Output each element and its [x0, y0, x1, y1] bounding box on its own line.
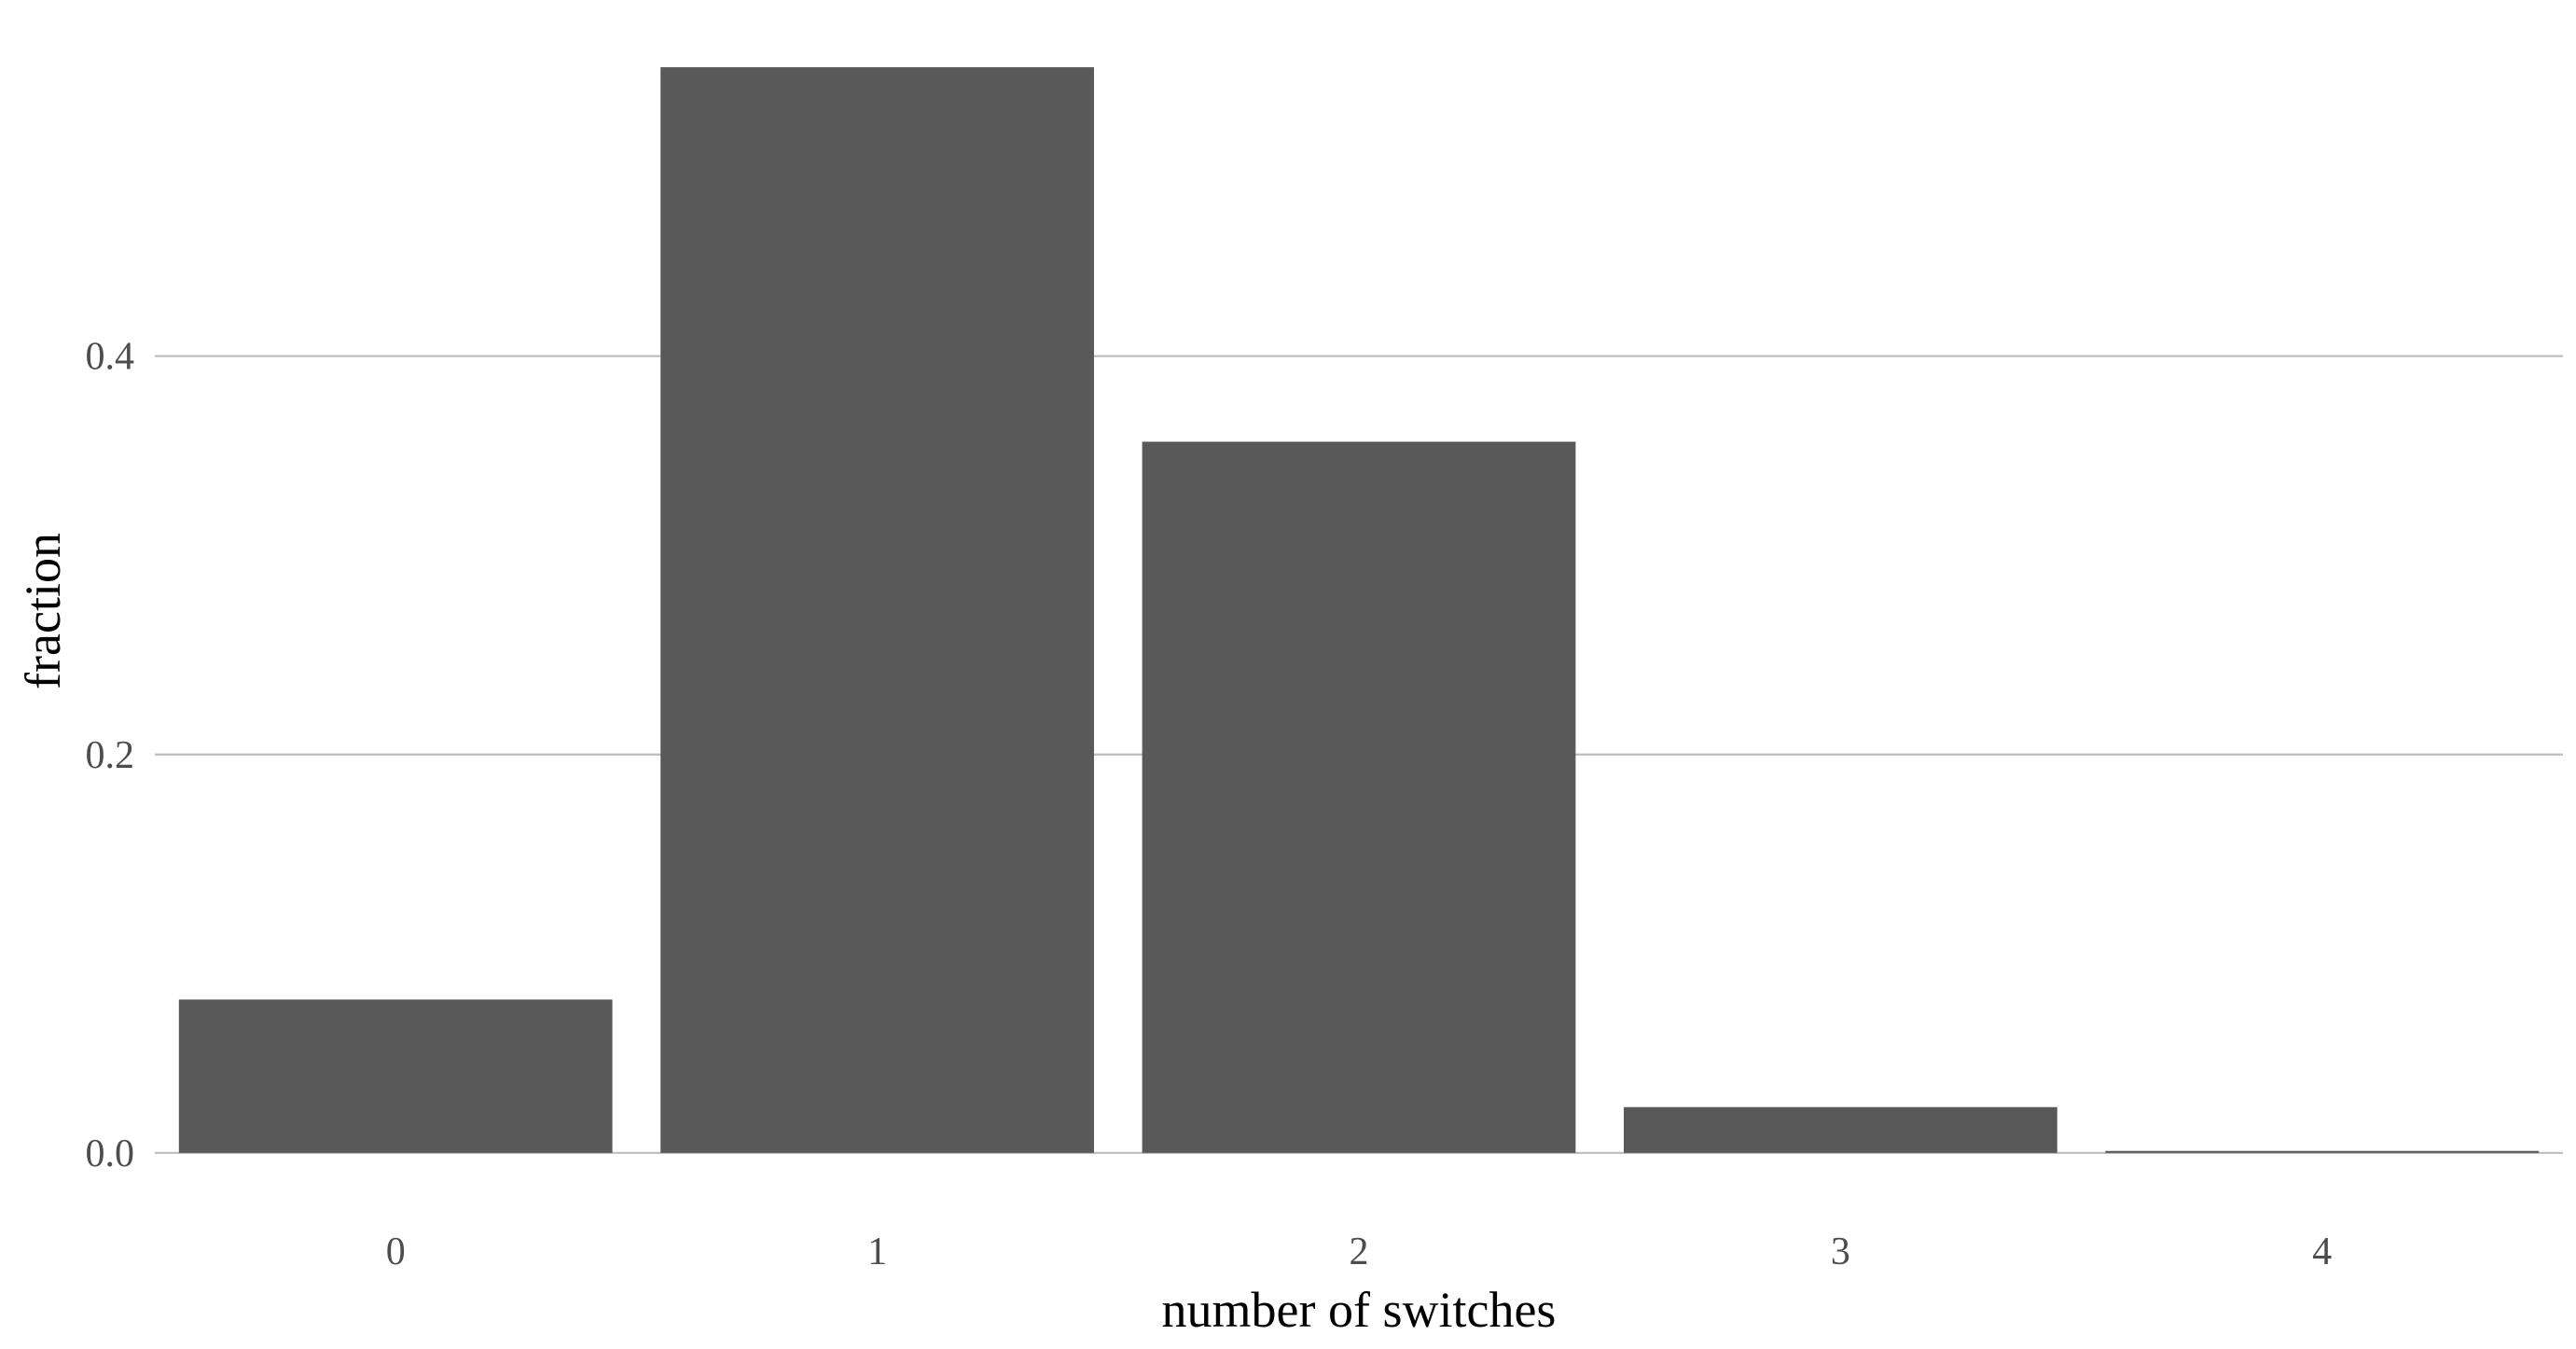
y-tick-label: 0.0	[86, 1133, 135, 1175]
y-tick-label: 0.2	[86, 734, 135, 777]
x-tick-label: 4	[2312, 1231, 2332, 1273]
y-axis-ticks: 0.0 0.2 0.4	[86, 336, 135, 1175]
bar	[1142, 441, 1576, 1153]
x-tick-label: 3	[1831, 1231, 1850, 1273]
x-axis-ticks: 0 1 2 3 4	[386, 1231, 2333, 1273]
bar	[1624, 1106, 2057, 1153]
x-axis-title: number of switches	[1162, 1282, 1557, 1338]
x-tick-label: 1	[867, 1231, 887, 1273]
y-tick-label: 0.4	[86, 336, 135, 379]
bars	[178, 67, 2540, 1153]
y-axis-title: fraction	[15, 533, 71, 689]
bar	[178, 999, 613, 1153]
x-tick-label: 0	[386, 1231, 406, 1273]
x-tick-label: 2	[1350, 1231, 1369, 1273]
bar	[660, 67, 1094, 1153]
bar	[2105, 1150, 2540, 1153]
